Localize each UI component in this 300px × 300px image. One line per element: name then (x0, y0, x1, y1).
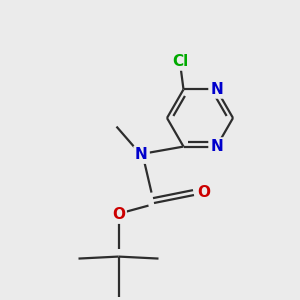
Text: Cl: Cl (172, 54, 189, 69)
Text: N: N (210, 139, 223, 154)
Text: O: O (197, 185, 210, 200)
Text: O: O (112, 207, 125, 222)
Text: N: N (135, 147, 148, 162)
Text: N: N (210, 82, 223, 97)
